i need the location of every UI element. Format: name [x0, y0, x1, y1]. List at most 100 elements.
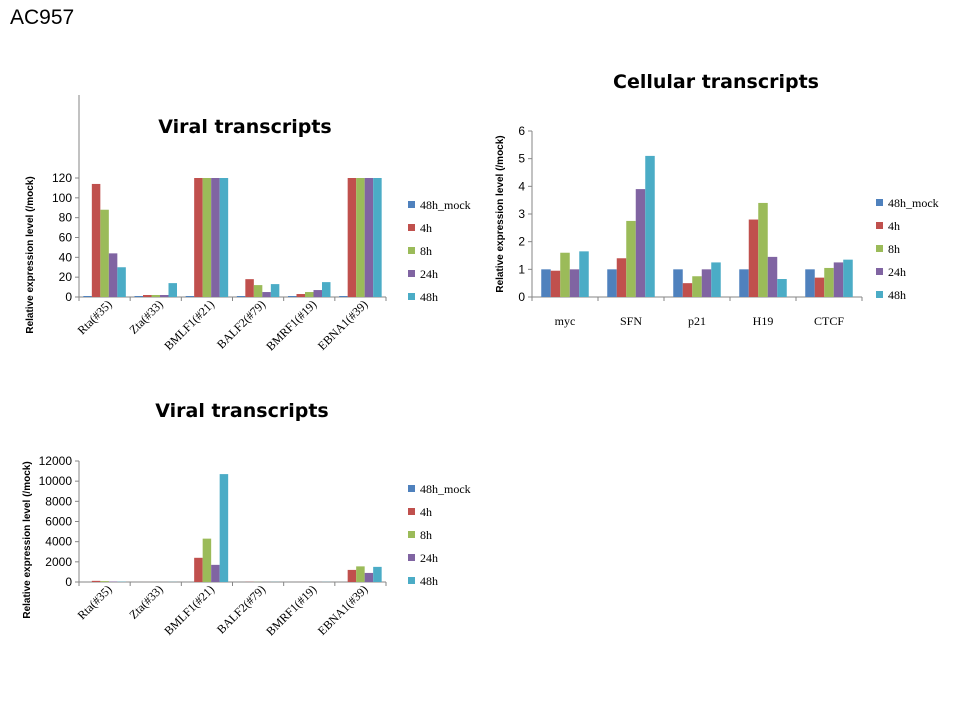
y-tick-label: 8000 [45, 494, 72, 508]
bar-48h-mock [339, 296, 348, 297]
y-tick-label: 80 [59, 211, 73, 225]
bar-24h [569, 269, 580, 297]
bar-8h [151, 295, 160, 297]
legend-label: 24h [420, 267, 438, 281]
bar-8h [100, 209, 109, 297]
y-tick-label: 20 [59, 270, 73, 284]
bar-4h [550, 270, 561, 297]
bar-48h [219, 474, 229, 582]
bar-8h [253, 285, 263, 297]
x-category-label: BMLF1(#21) [161, 582, 217, 638]
bar-8h [626, 220, 636, 297]
legend-label: 4h [420, 505, 432, 519]
legend-swatch [876, 291, 883, 298]
bar-8h [560, 252, 570, 297]
bar-24h [108, 253, 118, 297]
legend-swatch [408, 293, 415, 300]
legend-label: 48h_mock [420, 198, 471, 212]
legend-label: 48h [420, 290, 438, 304]
y-tick-label: 4 [518, 179, 525, 193]
x-category-label: myc [555, 314, 576, 328]
bar-4h [296, 294, 305, 297]
legend-label: 48h_mock [888, 196, 939, 210]
bar-4h [682, 283, 693, 297]
bar-24h [701, 269, 712, 297]
bar-24h [767, 256, 778, 297]
legend-swatch [408, 224, 415, 231]
y-tick-label: 2 [518, 235, 525, 249]
bar-8h [692, 276, 702, 297]
bar-48h [711, 262, 721, 297]
chart-title: Cellular transcripts [613, 71, 819, 93]
legend-swatch [876, 222, 883, 229]
legend-swatch [876, 268, 883, 275]
legend-swatch [408, 270, 415, 277]
bar-48h [373, 178, 382, 297]
legend-swatch [876, 245, 883, 252]
bar-24h [160, 295, 169, 297]
bar-4h [748, 219, 759, 297]
y-tick-label: 1 [518, 262, 525, 276]
y-tick-label: 40 [59, 250, 73, 264]
bar-4h [143, 295, 152, 297]
x-category-label: H19 [753, 314, 774, 328]
x-category-label: EBNA1(#39) [315, 582, 371, 638]
bar-24h [364, 178, 374, 297]
bar-4h [814, 277, 825, 297]
bar-48h-mock [236, 296, 246, 297]
y-tick-label: 120 [52, 171, 72, 185]
y-tick-label: 3 [518, 207, 525, 221]
bar-4h [194, 557, 203, 582]
bar-4h [91, 183, 101, 297]
bar-8h [356, 566, 365, 582]
legend-label: 4h [420, 221, 432, 235]
bar-24h [262, 292, 271, 297]
y-tick-label: 12000 [39, 454, 73, 468]
legend-label: 8h [420, 244, 432, 258]
bar-4h [91, 580, 101, 582]
y-tick-label: 100 [52, 191, 72, 205]
x-category-label: BALF2(#79) [214, 582, 268, 636]
bar-24h [313, 290, 322, 297]
legend-swatch [408, 554, 415, 561]
legend-swatch [408, 531, 415, 538]
y-axis-label: Relative expression level (/mock) [25, 176, 36, 333]
bar-48h [322, 282, 331, 297]
bar-24h [211, 564, 220, 582]
legend-label: 48h_mock [420, 482, 471, 496]
bar-48h [373, 566, 382, 582]
legend-label: 24h [888, 265, 906, 279]
bar-4h [347, 569, 357, 582]
y-tick-label: 0 [65, 575, 72, 589]
y-tick-label: 6 [518, 124, 525, 138]
y-axis-label: Relative expression level (/mock) [495, 135, 506, 292]
x-category-label: Rta(#35) [75, 582, 115, 622]
y-tick-label: 2000 [45, 555, 72, 569]
legend-label: 48h [420, 574, 438, 588]
bar-4h [194, 178, 203, 297]
bar-48h-mock [185, 296, 195, 297]
bar-24h [635, 189, 646, 297]
bar-8h [356, 178, 365, 297]
bar-4h [616, 258, 627, 297]
bar-48h-mock [134, 296, 143, 297]
bar-48h-mock [805, 269, 815, 297]
x-category-label: BMRF1(#19) [263, 582, 319, 638]
bar-48h [117, 267, 126, 297]
bar-48h [168, 283, 177, 297]
y-tick-label: 4000 [45, 535, 72, 549]
legend-swatch [408, 201, 415, 208]
bar-48h [270, 284, 280, 297]
legend-swatch [408, 485, 415, 492]
bar-48h [645, 155, 655, 297]
y-tick-label: 10000 [39, 474, 73, 488]
bar-48h-mock [673, 269, 683, 297]
bar-48h [777, 279, 787, 297]
legend-label: 4h [888, 219, 900, 233]
legend-label: 8h [888, 242, 900, 256]
legend-swatch [408, 247, 415, 254]
legend-swatch [408, 577, 415, 584]
x-category-label: SFN [620, 314, 642, 328]
